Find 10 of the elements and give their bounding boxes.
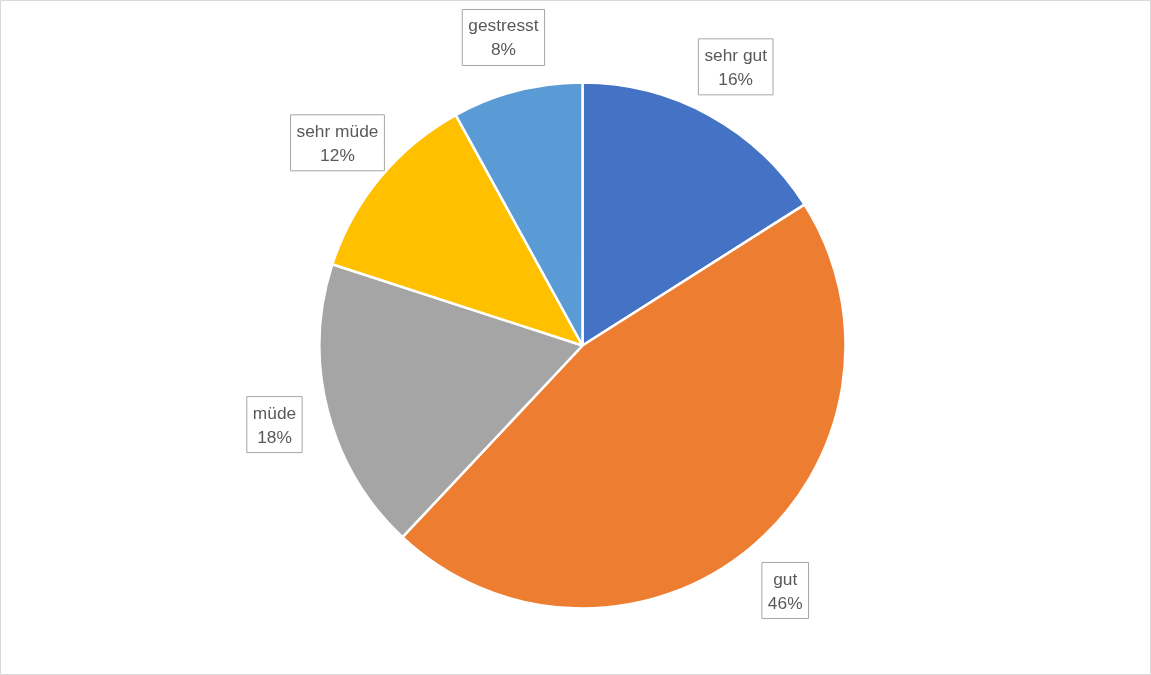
data-label: 16%: [718, 68, 754, 89]
slice-label: sehr gut: [704, 44, 768, 65]
data-label: 46%: [767, 592, 803, 613]
data-label: 8%: [490, 39, 516, 60]
slice-label: gestresst: [468, 15, 539, 36]
slice-label: gut: [773, 568, 798, 589]
slice-label: sehr müde: [296, 120, 379, 141]
slice-label: müde: [252, 402, 297, 423]
data-label: 12%: [320, 144, 355, 165]
data-label: 18%: [257, 426, 292, 447]
